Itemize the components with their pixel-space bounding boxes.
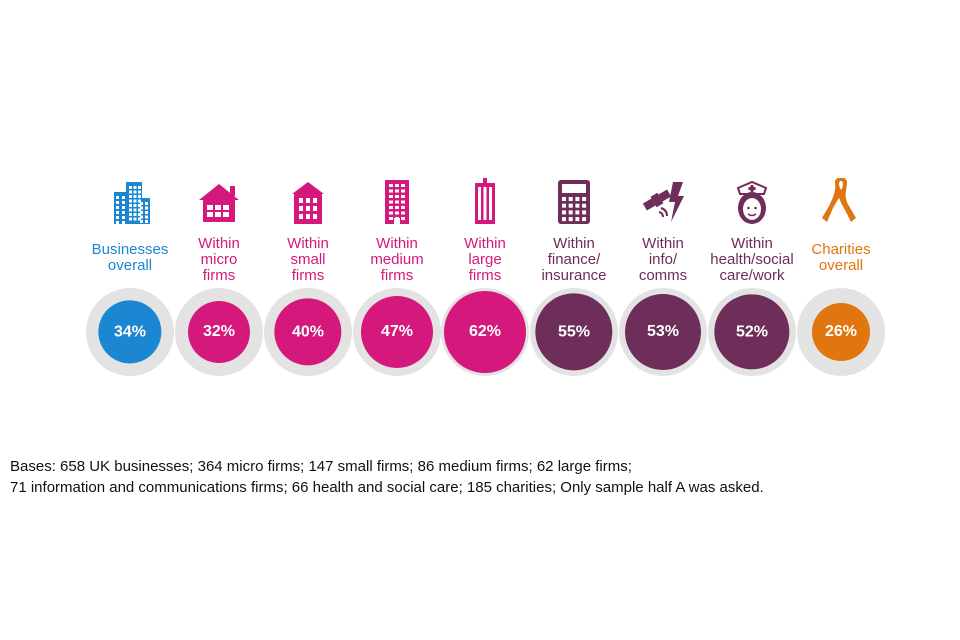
small-building-icon (286, 178, 330, 226)
awareness-ribbon-icon (819, 178, 863, 226)
category-label: Within finance/insurance (541, 235, 607, 284)
value-ring: 26% (797, 288, 885, 376)
value-circle: 47% (361, 296, 433, 368)
category-label: Within info/comms (638, 235, 688, 284)
category-column: Within medium firms 47% (353, 170, 441, 385)
value-label: 26% (824, 323, 858, 340)
value-circle: 53% (625, 294, 701, 370)
value-ring: 55% (530, 288, 618, 376)
category-column: Within finance/insurance 55% (530, 170, 618, 385)
category-label: Businesses overall (91, 241, 169, 274)
value-label: 47% (380, 323, 414, 340)
value-label: 55% (557, 322, 591, 340)
category-column: Businesses overall 34% (86, 170, 174, 385)
value-circle: 52% (714, 294, 790, 370)
value-circle: 40% (274, 298, 342, 366)
category-label: Within health/social care/work (710, 235, 794, 284)
category-column: Within small firms 40% (264, 170, 352, 385)
satellite-signal-icon (641, 178, 685, 226)
category-label: Within medium firms (370, 235, 424, 284)
value-circle: 62% (444, 291, 526, 373)
category-label: Within large firms (464, 235, 506, 284)
category-column: Within health/social care/work 52% (708, 170, 796, 385)
bases-line: Bases: 658 UK businesses; 364 micro firm… (10, 458, 632, 475)
category-label: Within micro firms (198, 235, 240, 284)
category-column: Within micro firms 32% (175, 170, 263, 385)
house-icon (197, 178, 241, 226)
value-label: 52% (735, 322, 769, 340)
category-column: Within info/comms 53% (619, 170, 707, 385)
value-ring: 47% (353, 288, 441, 376)
category-label: Within small firms (287, 235, 329, 284)
nurse-icon (730, 178, 774, 226)
value-label: 53% (646, 323, 680, 340)
value-ring: 40% (264, 288, 352, 376)
value-circle: 32% (188, 301, 250, 363)
category-column: Charities overall 26% (797, 170, 885, 385)
value-label: 34% (113, 322, 147, 340)
value-circle: 34% (98, 300, 162, 364)
bases-note: Bases: 658 UK businesses; 364 micro firm… (10, 456, 764, 498)
office-buildings-icon (108, 178, 152, 226)
category-column: Within large firms 62% (441, 170, 529, 385)
value-circle: 55% (535, 293, 613, 371)
value-ring: 53% (619, 288, 707, 376)
value-ring: 32% (175, 288, 263, 376)
value-label: 32% (202, 323, 236, 340)
calculator-icon (552, 178, 596, 226)
value-ring: 62% (441, 288, 529, 376)
tower-building-icon (463, 178, 507, 226)
bases-line: 71 information and communications firms;… (10, 479, 764, 496)
value-label: 40% (291, 322, 325, 340)
value-circle: 26% (812, 303, 870, 361)
value-ring: 52% (708, 288, 796, 376)
category-label: Charities overall (811, 241, 871, 274)
value-label: 62% (468, 323, 502, 340)
value-ring: 34% (86, 288, 174, 376)
medium-building-icon (375, 178, 419, 226)
